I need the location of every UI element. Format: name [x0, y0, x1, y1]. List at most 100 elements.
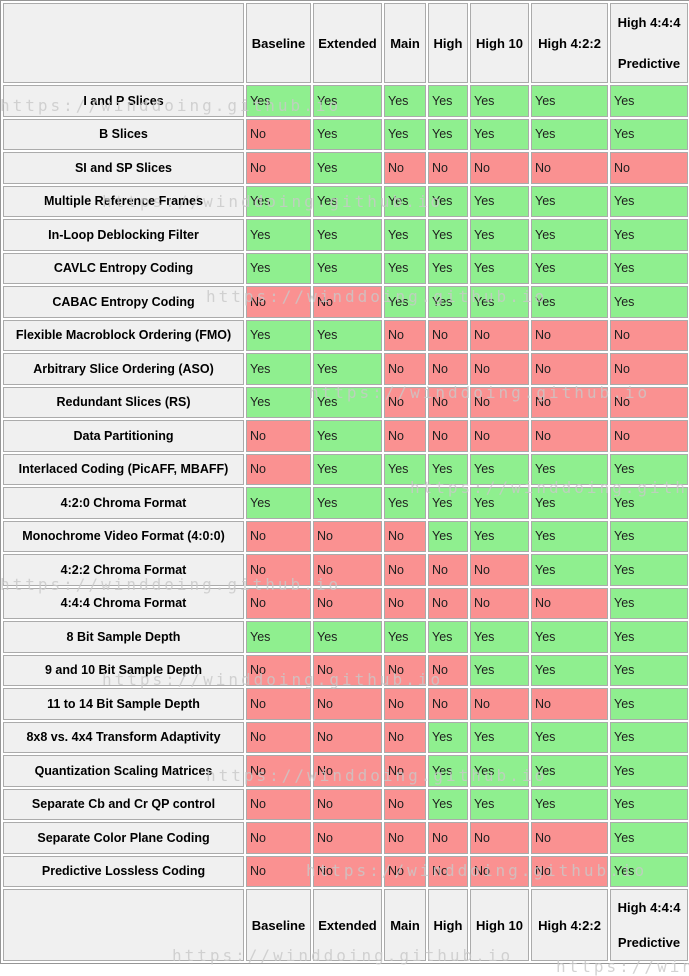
cell-yes: Yes — [428, 219, 468, 251]
profile-label: High 4:4:4 — [617, 15, 681, 30]
cell-no: No — [246, 587, 311, 619]
cell-yes: Yes — [246, 487, 311, 519]
cell-no: No — [246, 755, 311, 787]
cell-yes: Yes — [610, 855, 688, 887]
feature-label: 11 to 14 Bit Sample Depth — [3, 688, 244, 720]
profile-header-high-10: High 10 — [470, 3, 529, 83]
feature-row-9-and-10-bit-sample-depth: 9 and 10 Bit Sample Depth No No No No Yes Yes Y… — [3, 654, 688, 686]
profile-header-extended: Extended — [313, 889, 382, 961]
cell-no: No — [384, 152, 426, 184]
cell-no: No — [246, 855, 311, 887]
cell-yes: Yes — [531, 755, 608, 787]
cell-yes: Yes — [428, 487, 468, 519]
cell-no: No — [384, 654, 426, 686]
cell-yes: Yes — [610, 688, 688, 720]
feature-label: 4:4:4 Chroma Format — [3, 587, 244, 619]
corner-cell — [3, 3, 244, 83]
cell-yes: Yes — [428, 453, 468, 485]
corner-cell — [3, 889, 244, 961]
cell-no: No — [470, 386, 529, 418]
feature-row-i-and-p-slices: I and P Slices Yes Yes Yes Yes Yes Yes Yes — [3, 85, 688, 117]
cell-no: No — [610, 420, 688, 452]
cell-yes: Yes — [531, 185, 608, 217]
cell-yes: Yes — [470, 788, 529, 820]
feature-label: Data Partitioning — [3, 420, 244, 452]
profile-label: Main — [390, 917, 420, 933]
cell-yes: Yes — [246, 386, 311, 418]
feature-row-quantization-scaling-matrices: Quantization Scaling Matrices No No No Yes Ye… — [3, 755, 688, 787]
cell-yes: Yes — [313, 621, 382, 653]
cell-no: No — [313, 520, 382, 552]
feature-label: Predictive Lossless Coding — [3, 855, 244, 887]
cell-yes: Yes — [531, 487, 608, 519]
cell-yes: Yes — [313, 252, 382, 284]
table-body: I and P Slices Yes Yes Yes Yes Yes Yes Yes B Sli… — [3, 85, 688, 887]
cell-yes: Yes — [470, 85, 529, 117]
feature-row-11-to-14-bit-sample-depth: 11 to 14 Bit Sample Depth No No No No No No Yes — [3, 688, 688, 720]
profile-header-main: Main — [384, 889, 426, 961]
cell-yes: Yes — [531, 654, 608, 686]
feature-label: Separate Color Plane Coding — [3, 822, 244, 854]
cell-yes: Yes — [531, 453, 608, 485]
cell-no: No — [384, 386, 426, 418]
cell-yes: Yes — [610, 587, 688, 619]
profile-label: High 10 — [476, 917, 523, 933]
cell-yes: Yes — [428, 185, 468, 217]
cell-no: No — [531, 319, 608, 351]
feature-label: 4:2:2 Chroma Format — [3, 554, 244, 586]
cell-yes: Yes — [384, 252, 426, 284]
cell-no: No — [428, 152, 468, 184]
profile-header-extended: Extended — [313, 3, 382, 83]
feature-label: Multiple Reference Frames — [3, 185, 244, 217]
cell-no: No — [470, 152, 529, 184]
profile-label-line2: Predictive — [617, 935, 681, 950]
profile-label: High 4:4:4 — [617, 900, 681, 915]
cell-no: No — [470, 420, 529, 452]
profile-label: High 4:2:2 — [538, 917, 601, 933]
feature-row-interlaced-coding-picaff-mbaff: Interlaced Coding (PicAFF, MBAFF) No Yes Ye… — [3, 453, 688, 485]
cell-yes: Yes — [428, 118, 468, 150]
profile-header-high-4-2-2: High 4:2:2 — [531, 3, 608, 83]
profile-header-high: High — [428, 889, 468, 961]
cell-yes: Yes — [531, 118, 608, 150]
cell-yes: Yes — [313, 219, 382, 251]
feature-label: Redundant Slices (RS) — [3, 386, 244, 418]
cell-no: No — [313, 855, 382, 887]
cell-yes: Yes — [531, 286, 608, 318]
cell-no: No — [428, 353, 468, 385]
feature-row-8-bit-sample-depth: 8 Bit Sample Depth Yes Yes Yes Yes Yes Yes Yes — [3, 621, 688, 653]
feature-row-cabac-entropy-coding: CABAC Entropy Coding No No Yes Yes Yes Yes Yes — [3, 286, 688, 318]
cell-yes: Yes — [610, 185, 688, 217]
feature-row-in-loop-deblocking-filter: In-Loop Deblocking Filter Yes Yes Yes Yes Yes… — [3, 219, 688, 251]
cell-no: No — [428, 319, 468, 351]
cell-no: No — [428, 688, 468, 720]
cell-no: No — [313, 688, 382, 720]
cell-no: No — [246, 420, 311, 452]
cell-yes: Yes — [428, 520, 468, 552]
cell-no: No — [246, 118, 311, 150]
cell-no: No — [246, 453, 311, 485]
feature-row-4-2-0-chroma-format: 4:2:0 Chroma Format Yes Yes Yes Yes Yes Yes Yes — [3, 487, 688, 519]
cell-yes: Yes — [531, 85, 608, 117]
cell-yes: Yes — [246, 185, 311, 217]
profile-label: Baseline — [251, 917, 306, 933]
cell-no: No — [313, 654, 382, 686]
cell-no: No — [384, 587, 426, 619]
feature-row-multiple-reference-frames: Multiple Reference Frames Yes Yes Yes Yes Yes… — [3, 185, 688, 217]
cell-yes: Yes — [470, 118, 529, 150]
cell-yes: Yes — [428, 252, 468, 284]
cell-yes: Yes — [428, 721, 468, 753]
profile-label: High — [433, 917, 463, 933]
cell-no: No — [384, 688, 426, 720]
cell-no: No — [531, 353, 608, 385]
cell-no: No — [531, 688, 608, 720]
cell-yes: Yes — [470, 621, 529, 653]
cell-yes: Yes — [246, 621, 311, 653]
cell-no: No — [246, 286, 311, 318]
feature-row-redundant-slices-rs: Redundant Slices (RS) Yes Yes No No No No No — [3, 386, 688, 418]
cell-yes: Yes — [470, 654, 529, 686]
cell-yes: Yes — [531, 788, 608, 820]
cell-yes: Yes — [246, 252, 311, 284]
header-row: Baseline Extended Main High High 10 High 4:2:… — [3, 3, 688, 83]
cell-yes: Yes — [470, 721, 529, 753]
